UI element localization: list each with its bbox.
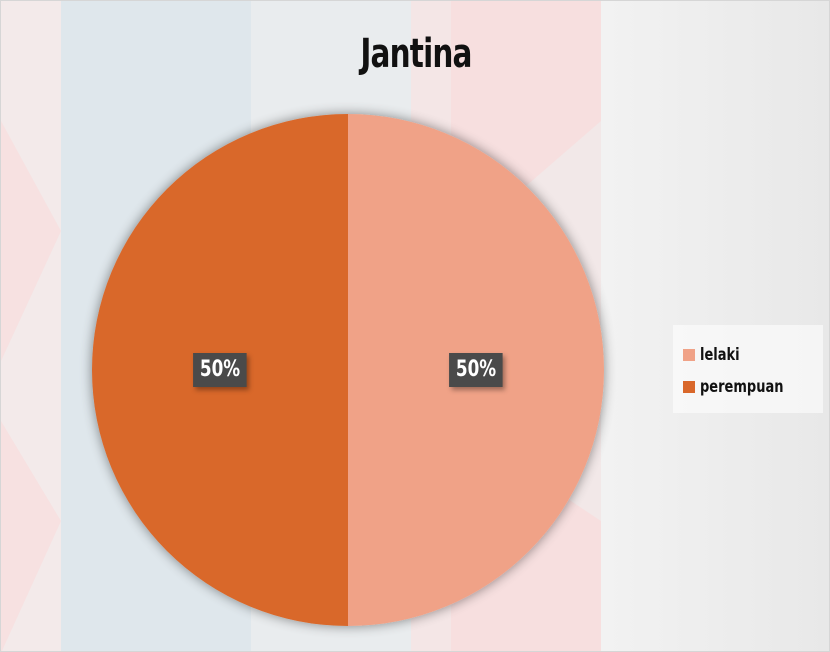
legend-label-perempuan: perempuan <box>700 377 784 397</box>
legend-item-lelaki: lelaki <box>683 339 823 371</box>
legend: lelaki perempuan <box>673 325 823 413</box>
chart-title: Jantina <box>360 31 472 77</box>
legend-swatch-perempuan <box>683 381 695 393</box>
legend-label-lelaki: lelaki <box>700 345 740 365</box>
data-label-lelaki: 50% <box>449 353 503 387</box>
legend-swatch-lelaki <box>683 349 695 361</box>
data-label-perempuan: 50% <box>193 353 247 387</box>
legend-item-perempuan: perempuan <box>683 371 823 403</box>
